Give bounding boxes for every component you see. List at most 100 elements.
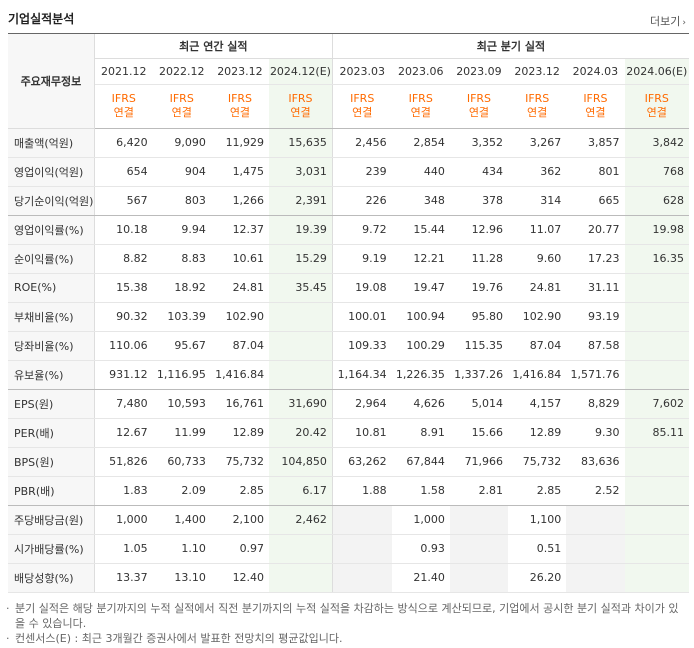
table-row: BPS(원) 51,826 60,733 75,732 104,850 63,262 67,… [8,447,689,477]
row-label: 매출액(억원) [8,128,95,158]
consolidated-label: 연결 [171,106,192,119]
value-cell: 8.91 [391,418,450,448]
value-cell: 104,850 [269,447,333,477]
value-cell: 803 [152,186,211,216]
footnotes: · 분기 실적은 해당 분기까지의 누적 실적에서 직전 분기까지의 누적 실적을… [6,601,686,646]
value-cell: 4,626 [391,389,450,419]
value-cell: 10.61 [210,244,270,274]
value-cell: 2.52 [566,476,625,506]
value-cell: 75,732 [508,447,567,477]
consolidated-label: 연결 [290,106,311,119]
value-cell: 90.32 [94,302,153,332]
value-cell: 102.90 [210,302,270,332]
table-row: 시가배당률(%) 1.05 1.10 0.97 0.93 0.51 [8,534,689,564]
value-cell: 7,480 [94,389,153,419]
value-cell: 95.67 [152,331,211,361]
value-cell: 10.18 [94,215,153,245]
table-row: 영업이익률(%) 10.18 9.94 12.37 19.39 9.72 15.44 12.9… [8,215,689,245]
accounting-type-cell: IFRS 연결 [331,84,392,129]
value-cell: 67,844 [391,447,450,477]
value-cell: 35.45 [269,273,333,303]
value-cell: 100.94 [391,302,450,332]
footnote-text: 컨센서스(E) : 최근 3개월간 증권사에서 발표한 전망치의 평균값입니다. [15,632,343,645]
more-link[interactable]: 더보기 › [650,13,686,29]
ifrs-label: IFRS [111,92,136,105]
value-cell: 0.51 [508,534,567,564]
table-row: 주당배당금(원) 1,000 1,400 2,100 2,462 1,000 1,100 [8,505,689,535]
table-row: 순이익률(%) 8.82 8.83 10.61 15.29 9.19 12.21 11.28 9… [8,244,689,274]
value-cell: 16.35 [624,244,689,274]
value-cell: 26.20 [508,563,567,593]
group-annual-header: 최근 연간 실적 [94,34,333,59]
value-cell: 15.38 [94,273,153,303]
empty-cell [624,563,689,593]
value-cell: 9.19 [331,244,392,274]
accounting-type-cell: IFRS 연결 [210,84,270,129]
value-cell: 378 [449,186,509,216]
value-cell: 100.01 [331,302,392,332]
consolidated-label: 연결 [468,106,490,119]
empty-cell [449,534,509,564]
value-cell: 12.89 [508,418,567,448]
table-row: 배당성향(%) 13.37 13.10 12.40 21.40 26.20 [8,563,689,593]
empty-cell [624,476,689,506]
value-cell: 87.04 [508,331,567,361]
value-cell: 3,857 [566,128,625,158]
table-row: 부채비율(%) 90.32 103.39 102.90 100.01 100.94 95.8… [8,302,689,332]
row-label: 배당성향(%) [8,563,95,593]
empty-cell [624,302,689,332]
value-cell: 1,416.84 [210,360,270,390]
value-cell: 71,966 [449,447,509,477]
empty-cell [624,273,689,303]
table-row: 매출액(억원) 6,420 9,090 11,929 15,635 2,456 2,854 3… [8,128,689,158]
empty-cell [269,534,333,564]
accounting-type-cell: IFRS 연결 [269,84,333,129]
row-label: PER(배) [8,418,95,448]
value-cell: 434 [449,157,509,187]
value-cell: 13.10 [152,563,211,593]
row-label: 부채비율(%) [8,302,95,332]
value-cell: 102.90 [508,302,567,332]
empty-cell [269,331,333,361]
value-cell: 348 [391,186,450,216]
value-cell: 31,690 [269,389,333,419]
value-cell: 12.89 [210,418,270,448]
value-cell: 1,416.84 [508,360,567,390]
table-row: 영업이익(억원) 654 904 1,475 3,031 239 440 434 362 801 7… [8,157,689,187]
consolidated-label: 연결 [585,106,606,119]
value-cell: 567 [94,186,153,216]
empty-cell [449,505,509,535]
row-label: ROE(%) [8,273,95,303]
footnote-item: · 컨센서스(E) : 최근 3개월간 증권사에서 발표한 전망치의 평균값입니다… [6,631,686,646]
value-cell: 768 [624,157,689,187]
row-label: 당기순이익(억원) [8,186,95,216]
period-header: 2023.06 [391,58,450,85]
empty-cell [269,360,333,390]
value-cell: 10,593 [152,389,211,419]
value-cell: 19.76 [449,273,509,303]
value-cell: 12.21 [391,244,450,274]
value-cell: 19.47 [391,273,450,303]
value-cell: 85.11 [624,418,689,448]
value-cell: 1,100 [508,505,567,535]
ifrs-label: IFRS [350,92,375,105]
value-cell: 1.58 [391,476,450,506]
consolidated-label: 연결 [113,106,134,119]
row-label: 주당배당금(원) [8,505,95,535]
section-title: 기업실적분석 [8,12,75,26]
consolidated-label: 연결 [410,106,431,119]
row-header-label: 주요재무정보 [8,34,95,129]
consolidated-label: 연결 [646,106,667,119]
value-cell: 19.08 [331,273,392,303]
value-cell: 19.39 [269,215,333,245]
value-cell: 1.83 [94,476,153,506]
value-cell: 1,000 [391,505,450,535]
period-header: 2024.12(E) [269,58,333,85]
value-cell: 109.33 [331,331,392,361]
value-cell: 17.23 [566,244,625,274]
value-cell: 239 [331,157,392,187]
value-cell: 2,456 [331,128,392,158]
value-cell: 21.40 [391,563,450,593]
empty-cell [566,505,625,535]
empty-cell [624,447,689,477]
